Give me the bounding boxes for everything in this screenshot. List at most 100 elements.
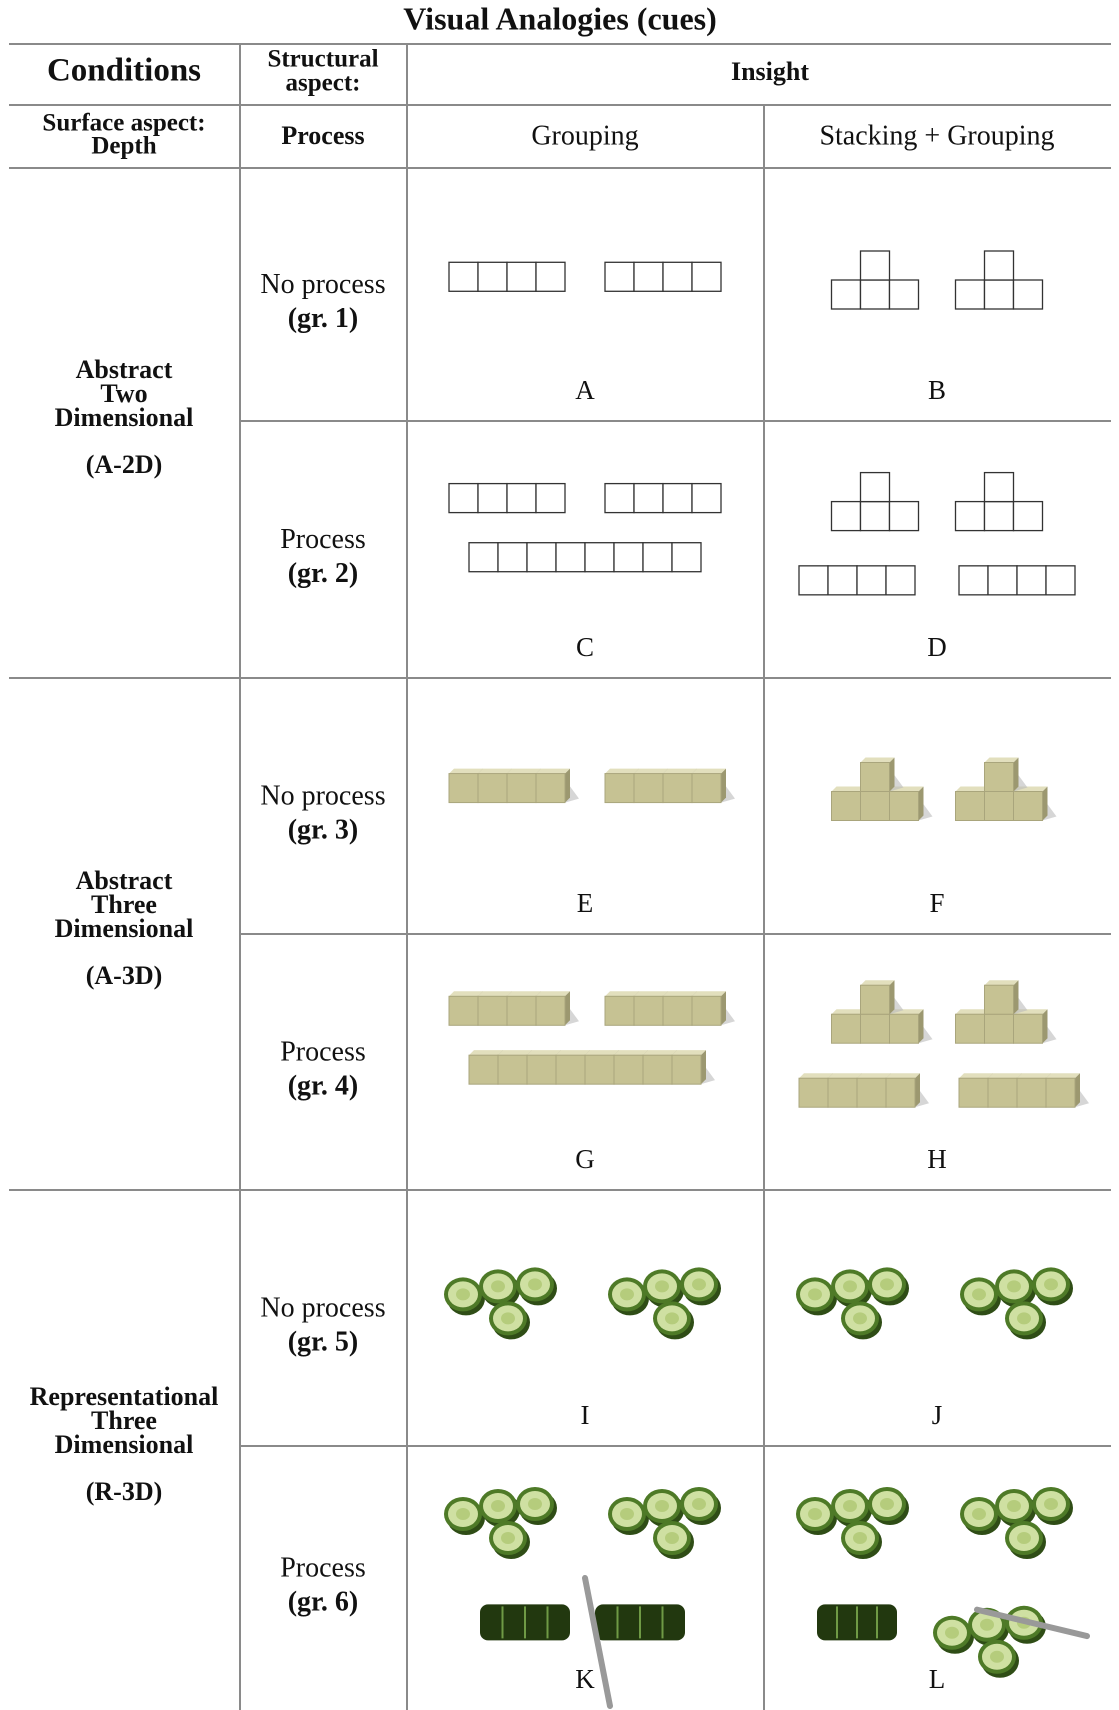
cube-top bbox=[886, 1073, 920, 1079]
slice-seeds bbox=[980, 1618, 994, 1631]
process-label: No process bbox=[260, 269, 385, 300]
square bbox=[691, 261, 722, 292]
cube-side bbox=[915, 1073, 920, 1108]
slice-seeds bbox=[880, 1278, 894, 1291]
square bbox=[506, 261, 537, 292]
square bbox=[983, 279, 1015, 310]
cube-top bbox=[860, 980, 895, 986]
cube bbox=[584, 1054, 615, 1085]
cube bbox=[448, 995, 479, 1026]
square bbox=[604, 482, 635, 514]
cube bbox=[984, 984, 1014, 1015]
slice-seeds bbox=[501, 1312, 515, 1325]
header-cell: Stacking + Grouping bbox=[819, 120, 1054, 151]
square bbox=[468, 542, 499, 573]
slice-seeds bbox=[853, 1532, 867, 1544]
slice-seeds bbox=[655, 1280, 669, 1293]
cube bbox=[798, 1077, 829, 1108]
cube bbox=[448, 773, 479, 804]
square bbox=[954, 500, 986, 532]
cue-image bbox=[796, 1487, 1090, 1678]
square bbox=[662, 261, 693, 292]
square bbox=[954, 279, 986, 310]
square bbox=[535, 482, 566, 514]
slice-seeds bbox=[1044, 1278, 1058, 1291]
header-cell: Grouping bbox=[531, 120, 638, 151]
condition-label: Two bbox=[100, 379, 147, 408]
slice-seeds bbox=[1007, 1280, 1021, 1293]
cube bbox=[691, 995, 722, 1026]
cube-top bbox=[614, 1050, 648, 1056]
cell-letter: C bbox=[576, 632, 594, 662]
condition-code: (A-2D) bbox=[86, 450, 163, 479]
cube-top bbox=[984, 757, 1019, 763]
cube bbox=[831, 1013, 861, 1044]
cell-letter: K bbox=[575, 1664, 595, 1694]
cube bbox=[642, 1054, 673, 1085]
cube bbox=[671, 1054, 702, 1085]
slice-seeds bbox=[528, 1498, 542, 1510]
table-rules bbox=[9, 43, 1111, 1710]
slice-seeds bbox=[972, 1508, 986, 1520]
cube bbox=[889, 1013, 919, 1044]
cube bbox=[987, 1077, 1018, 1108]
cube-top bbox=[831, 786, 866, 792]
cube-top bbox=[634, 768, 668, 774]
slice-seeds bbox=[501, 1532, 515, 1544]
square bbox=[798, 565, 829, 596]
slice-seeds bbox=[1044, 1498, 1058, 1510]
cube-top bbox=[634, 991, 668, 997]
slice-seeds bbox=[990, 1650, 1004, 1663]
cell-letter: L bbox=[929, 1664, 946, 1694]
cue-image bbox=[448, 768, 735, 804]
process-label: Process bbox=[280, 1552, 366, 1583]
square bbox=[497, 542, 528, 573]
square bbox=[535, 261, 566, 292]
header-cell: aspect: bbox=[286, 70, 361, 97]
cube bbox=[468, 1054, 499, 1085]
condition-label: Three bbox=[91, 890, 157, 919]
condition-code: (R-3D) bbox=[86, 1477, 163, 1506]
cube bbox=[633, 995, 664, 1026]
cube bbox=[958, 1077, 989, 1108]
cube-top bbox=[643, 1050, 677, 1056]
square bbox=[477, 261, 508, 292]
slice-seeds bbox=[655, 1500, 669, 1512]
cube-top bbox=[857, 1073, 891, 1079]
square bbox=[671, 542, 702, 573]
cube bbox=[984, 791, 1014, 821]
square bbox=[448, 482, 479, 514]
cube bbox=[604, 995, 635, 1026]
cube bbox=[662, 773, 693, 804]
cube-side bbox=[721, 768, 726, 803]
slice-seeds bbox=[1007, 1500, 1021, 1512]
square bbox=[1012, 500, 1044, 532]
slice-seeds bbox=[665, 1312, 679, 1325]
cube bbox=[613, 1054, 644, 1085]
cube bbox=[691, 773, 722, 804]
slice-seeds bbox=[665, 1532, 679, 1544]
cue-image bbox=[798, 980, 1089, 1108]
cube bbox=[555, 1054, 586, 1085]
cube bbox=[526, 1054, 557, 1085]
group-label: (gr. 3) bbox=[288, 814, 359, 845]
cube-side bbox=[1013, 757, 1019, 792]
slice-seeds bbox=[853, 1312, 867, 1325]
cue-image bbox=[444, 1267, 721, 1340]
cube-top bbox=[507, 768, 541, 774]
square bbox=[983, 250, 1015, 281]
cube-top bbox=[449, 768, 483, 774]
cube-side bbox=[918, 1009, 924, 1044]
cube bbox=[984, 1013, 1014, 1044]
cube bbox=[604, 773, 635, 804]
header-cell: Insight bbox=[731, 57, 809, 86]
cube-top bbox=[478, 991, 512, 997]
cell-letter: D bbox=[927, 632, 947, 662]
square bbox=[526, 542, 557, 573]
cue-image bbox=[831, 757, 1057, 821]
cell-letter: H bbox=[927, 1144, 947, 1174]
cube-side bbox=[565, 768, 570, 803]
process-label: Process bbox=[280, 1036, 366, 1067]
process-label: Process bbox=[280, 524, 366, 555]
square bbox=[448, 261, 479, 292]
